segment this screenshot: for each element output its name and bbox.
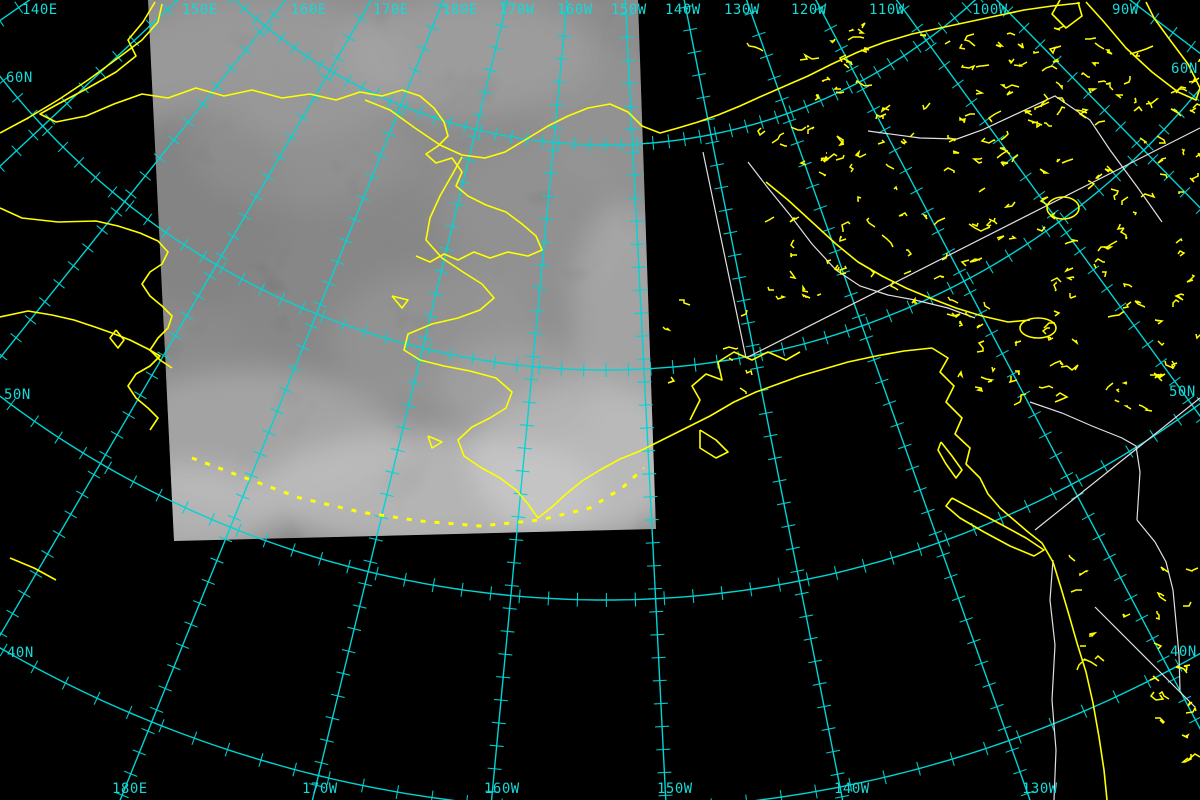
meridian-110W <box>895 0 1200 418</box>
parallel-60N <box>0 75 1200 371</box>
meridian-130W <box>745 0 1031 800</box>
graticule-label-left: 50N <box>4 387 31 403</box>
meridian-100W <box>995 0 1200 209</box>
graticule-label-right: 50N <box>1169 384 1196 400</box>
meridian-150W <box>624 0 667 800</box>
political-borders-layer <box>702 95 1200 800</box>
meridian-160E <box>0 0 287 359</box>
graticule-label-bottom: 150W <box>657 781 693 797</box>
parallel-70N <box>233 0 977 146</box>
graticule-labels-layer: 140E 150E 160E 170E 180E 170W 160W 150W 140W 130W… <box>4 2 1198 797</box>
parallel-50N <box>0 395 1200 601</box>
satellite-image-swath <box>148 0 656 541</box>
graticule-label-top: 100W <box>972 2 1008 18</box>
graticule-label-left: 60N <box>6 70 33 86</box>
graticule-label-top: 140E <box>22 2 58 18</box>
small-lakes-layer <box>662 22 1200 763</box>
graticule-label-top: 130W <box>724 2 760 18</box>
graticule-label-left: 40N <box>7 645 34 661</box>
graticule-label-top: 110W <box>869 2 905 18</box>
graticule-label-top: 140W <box>665 2 701 18</box>
meridian-150E <box>0 0 179 168</box>
lake-outline <box>1019 317 1057 339</box>
graticule-label-top: 170W <box>499 2 535 18</box>
graticule-label-right: 40N <box>1170 644 1197 660</box>
meridian-140W <box>683 0 844 800</box>
graticule-label-top: 120W <box>791 2 827 18</box>
graticule-label-bottom: 130W <box>1022 781 1058 797</box>
lake-outline <box>1046 196 1080 220</box>
meridian-170E <box>0 0 373 637</box>
graticule-label-top: 160W <box>557 2 593 18</box>
graticule-label-top: 150E <box>182 2 218 18</box>
graticule-label-bottom: 160W <box>484 781 520 797</box>
graticule-label-top: 160E <box>291 2 327 18</box>
graticule-label-top: 170E <box>373 2 409 18</box>
meridian-170W <box>311 0 509 800</box>
meridian-120W <box>815 0 1200 731</box>
graticule-label-top: 90W <box>1112 2 1139 18</box>
aleutian-island-chain <box>191 456 646 528</box>
meridian-160W <box>490 0 568 800</box>
graticule-label-top: 180E <box>442 2 478 18</box>
meridian-180 <box>119 0 445 800</box>
graticule-label-bottom: 170W <box>302 781 338 797</box>
graticule-label-bottom: 180E <box>112 781 148 797</box>
graticule-label-bottom: 140W <box>834 781 870 797</box>
graticule-label-top: 150W <box>611 2 647 18</box>
graticule-label-right: 60N <box>1171 61 1198 77</box>
